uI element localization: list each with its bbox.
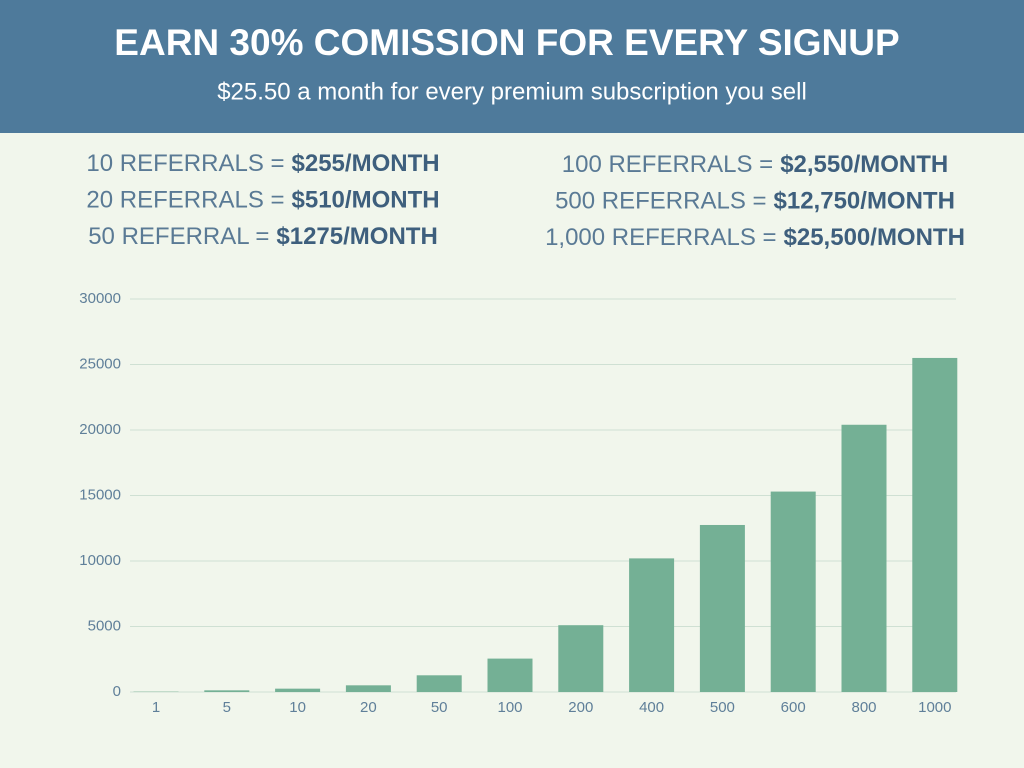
chart: 0 5000 10000 15000 20000 25000 30000 1 5 10 20 50 10… [79, 290, 958, 716]
x-tick-label: 600 [781, 699, 806, 716]
header-band [0, 0, 1024, 133]
y-tick-label: 5000 [88, 617, 121, 634]
x-tick-label: 20 [360, 699, 377, 716]
bar [912, 357, 958, 692]
referral-amount: $12,750/MONTH [774, 188, 955, 215]
referral-amount: $1275/MONTH [276, 223, 437, 250]
bar [841, 424, 887, 692]
y-tick-label: 25000 [79, 355, 121, 372]
x-tick-label: 100 [497, 699, 522, 716]
bar [770, 491, 816, 692]
x-tick-label: 800 [851, 699, 876, 716]
referral-line: 50 REFERRAL = $1275/MONTH [88, 223, 438, 250]
bar [275, 688, 321, 692]
y-tick-label: 30000 [79, 290, 121, 307]
referral-label: 100 REFERRALS = [562, 151, 773, 178]
y-tick-label: 10000 [79, 552, 121, 569]
bar [699, 524, 745, 692]
referral-list: 10 REFERRALS = $255/MONTH 20 REFERRALS = $5… [86, 150, 965, 251]
y-tick-label: 0 [113, 683, 121, 700]
x-tick-label: 400 [639, 699, 664, 716]
referral-label: 20 REFERRALS = [86, 187, 284, 214]
referral-label: 1,000 REFERRALS = [545, 224, 776, 251]
bar [629, 558, 675, 692]
referral-amount: $255/MONTH [292, 150, 440, 177]
referral-amount: $2,550/MONTH [780, 151, 948, 178]
x-tick-label: 1000 [918, 699, 951, 716]
bar [558, 625, 604, 692]
referral-line: 100 REFERRALS = $2,550/MONTH [562, 151, 949, 178]
x-tick-label: 500 [710, 699, 735, 716]
referral-line: 10 REFERRALS = $255/MONTH [86, 150, 439, 177]
x-tick-label: 200 [568, 699, 593, 716]
x-tick-label: 5 [223, 699, 231, 716]
referral-amount: $510/MONTH [292, 187, 440, 214]
subtitle: $25.50 a month for every premium subscri… [217, 78, 807, 105]
y-tick-label: 20000 [79, 421, 121, 438]
referral-line: 1,000 REFERRALS = $25,500/MONTH [545, 224, 965, 251]
referral-line: 20 REFERRALS = $510/MONTH [86, 187, 439, 214]
referral-line: 500 REFERRALS = $12,750/MONTH [555, 188, 955, 215]
x-tick-label: 50 [431, 699, 448, 716]
y-tick-label: 15000 [79, 486, 121, 503]
x-tick-label: 10 [289, 699, 306, 716]
title: EARN 30% COMISSION FOR EVERY SIGNUP [114, 22, 899, 63]
x-tick-label: 1 [152, 699, 160, 716]
bar [487, 658, 533, 692]
referral-label: 500 REFERRALS = [555, 188, 766, 215]
bar [345, 685, 391, 692]
referral-label: 50 REFERRAL = [88, 223, 269, 250]
bar [416, 675, 462, 692]
bar [204, 690, 250, 692]
referral-amount: $25,500/MONTH [784, 224, 965, 251]
referral-label: 10 REFERRALS = [86, 150, 284, 177]
